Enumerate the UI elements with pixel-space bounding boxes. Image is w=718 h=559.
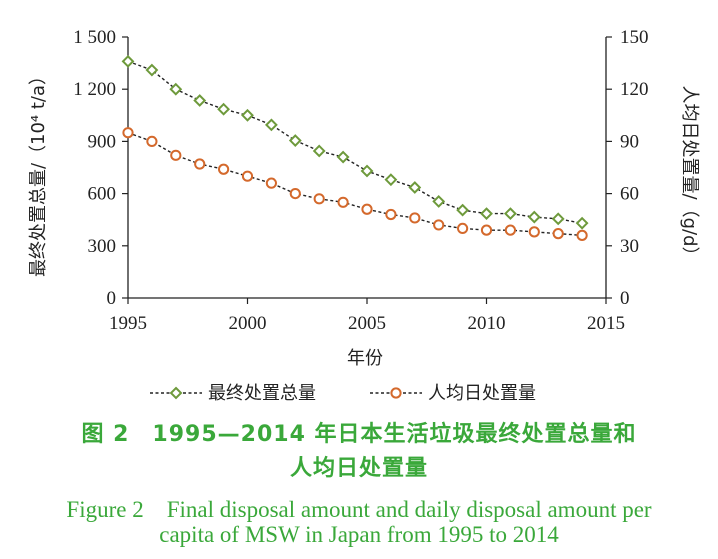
total-disposal-point <box>575 216 589 230</box>
per-capita-disposal-point <box>146 135 158 147</box>
x-tick-label: 2005 <box>348 313 386 334</box>
right-y-tick-label: 30 <box>620 236 639 257</box>
per-capita-disposal-point <box>409 212 421 224</box>
right-y-tick-label: 120 <box>620 79 649 100</box>
legend-label: 人均日处置量 <box>428 383 536 404</box>
legend-marker <box>390 387 402 399</box>
per-capita-disposal-point <box>576 229 588 241</box>
total-disposal-point <box>264 118 278 132</box>
right-y-tick-label: 0 <box>620 288 630 309</box>
total-disposal-point <box>503 207 517 221</box>
total-disposal-point <box>384 173 398 187</box>
total-disposal-point <box>408 181 422 194</box>
per-capita-disposal-line <box>127 132 583 237</box>
left-y-tick-label: 1 200 <box>73 79 116 100</box>
x-tick-label: 2015 <box>587 313 625 334</box>
chart: 0 300 600 900 1 200 1 500 0 30 60 90 120 150 1995 2… <box>28 27 700 404</box>
caption-en-line1: Figure 2 Final disposal amount and daily… <box>66 497 652 522</box>
right-y-axis-label: 人均日处置量/（g/d） <box>679 86 700 265</box>
right-y-tick-label: 60 <box>620 184 639 205</box>
total-disposal-point <box>551 212 565 226</box>
total-disposal-series <box>121 54 589 230</box>
total-disposal-point <box>288 134 302 147</box>
per-capita-disposal-point <box>218 163 230 175</box>
right-y-tick-label: 90 <box>620 131 639 152</box>
total-disposal-point <box>480 207 493 221</box>
total-disposal-point <box>241 108 254 122</box>
per-capita-disposal-point <box>337 196 349 208</box>
per-capita-disposal-point <box>361 203 373 215</box>
per-capita-disposal-point <box>194 158 206 170</box>
total-disposal-point <box>432 195 446 208</box>
per-capita-disposal-point <box>313 193 325 205</box>
total-disposal-point <box>217 102 231 116</box>
caption-cn-line2: 人均日处置量 <box>289 456 428 481</box>
total-disposal-point <box>456 203 470 217</box>
left-y-tick-label: 1 500 <box>73 27 116 48</box>
per-capita-disposal-point <box>265 177 277 189</box>
per-capita-disposal-point <box>289 188 301 200</box>
left-y-axis-label: 最终处置总量/（10⁴ t/a） <box>28 67 49 277</box>
left-y-tick-label: 900 <box>88 131 117 152</box>
x-axis-ticks: 1995 2000 2005 2010 2015 <box>109 298 625 334</box>
per-capita-disposal-point <box>433 219 445 231</box>
right-y-tick-label: 150 <box>620 27 649 48</box>
caption-en-line2: capita of MSW in Japan from 1995 to 2014 <box>159 522 559 547</box>
per-capita-disposal-series <box>122 127 588 241</box>
legend-marker <box>169 386 183 400</box>
left-y-tick-label: 300 <box>88 236 117 257</box>
per-capita-disposal-point <box>241 170 254 182</box>
series-group <box>121 54 589 241</box>
total-disposal-point <box>121 54 135 68</box>
legend-label: 最终处置总量 <box>208 383 316 404</box>
legend-item-total-disposal: 最终处置总量 <box>150 383 316 404</box>
per-capita-disposal-point <box>170 149 182 161</box>
per-capita-disposal-point <box>504 224 516 236</box>
x-axis-label: 年份 <box>347 348 383 369</box>
left-y-tick-label: 600 <box>88 184 117 205</box>
left-y-tick-label: 0 <box>107 288 117 309</box>
total-disposal-point <box>193 94 207 107</box>
legend-item-per-capita-disposal: 人均日处置量 <box>370 383 536 404</box>
caption-cn-line1: 图 2 1995—2014 年日本生活垃圾最终处置总量和 <box>81 422 637 447</box>
total-disposal-point <box>360 164 374 178</box>
legend: 最终处置总量 人均日处置量 <box>150 383 536 404</box>
total-disposal-point <box>527 210 541 224</box>
total-disposal-point <box>145 63 159 77</box>
per-capita-disposal-point <box>528 226 540 238</box>
per-capita-disposal-point <box>385 208 397 221</box>
per-capita-disposal-point <box>122 127 134 139</box>
left-y-axis-ticks: 0 300 600 900 1 200 1 500 <box>73 27 128 309</box>
per-capita-disposal-point <box>552 228 564 240</box>
total-disposal-point <box>169 82 183 96</box>
total-disposal-line <box>127 60 583 224</box>
total-disposal-point <box>312 144 326 158</box>
x-tick-label: 2000 <box>229 313 267 334</box>
right-y-axis-ticks: 0 30 60 90 120 150 <box>606 27 649 309</box>
x-tick-label: 2010 <box>468 313 506 334</box>
x-tick-label: 1995 <box>109 313 147 334</box>
per-capita-disposal-point <box>480 224 493 236</box>
total-disposal-point <box>336 150 350 164</box>
per-capita-disposal-point <box>457 222 469 234</box>
